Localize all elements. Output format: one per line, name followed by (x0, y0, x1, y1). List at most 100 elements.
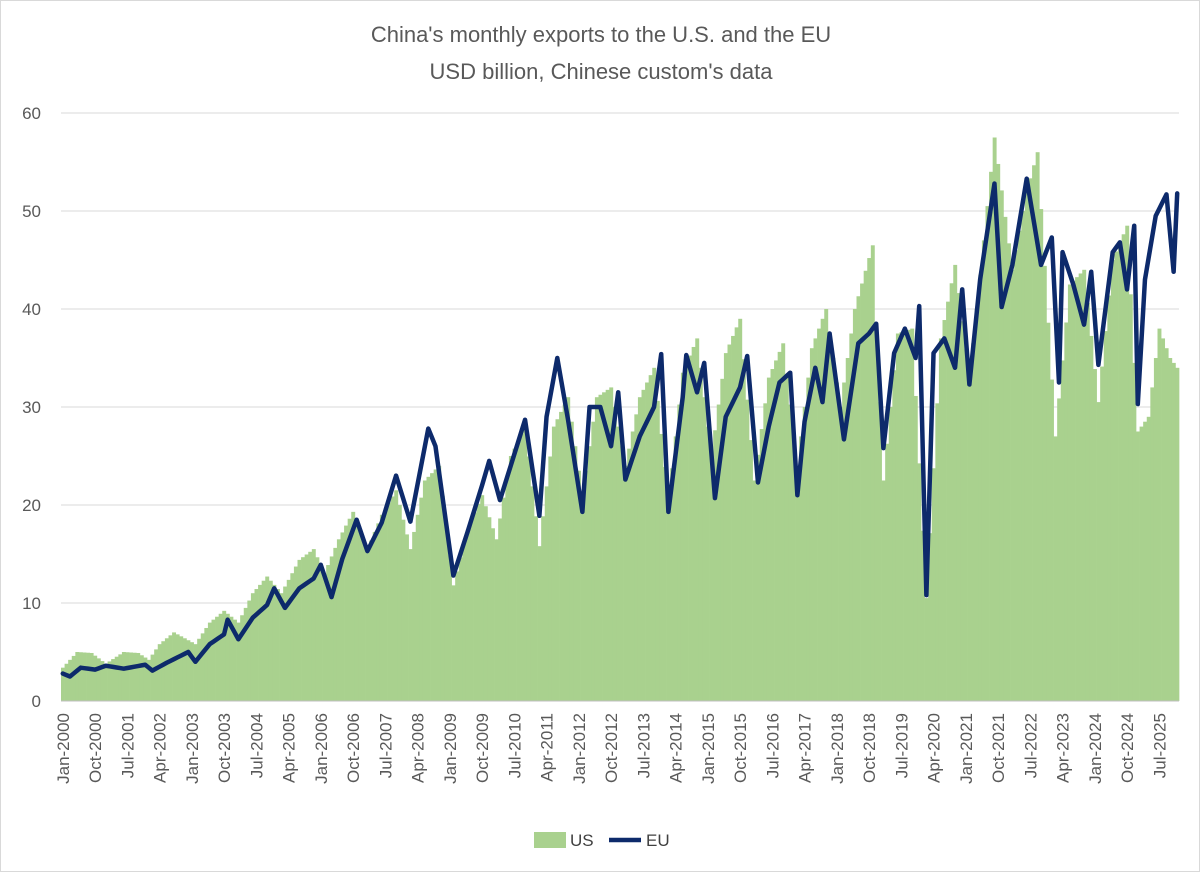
us-bar (283, 586, 288, 701)
us-bar (1017, 230, 1022, 701)
us-bar (759, 429, 764, 701)
us-bar (999, 190, 1004, 702)
us-bar (752, 480, 757, 701)
us-bar (372, 531, 377, 701)
us-bar (258, 584, 263, 701)
us-bar (444, 525, 449, 701)
us-bar (655, 400, 660, 701)
us-bar (476, 503, 481, 701)
us-bar (616, 426, 621, 701)
us-bar (154, 649, 159, 701)
us-bar (347, 518, 352, 701)
us-bar (989, 171, 994, 702)
us-bar (706, 426, 710, 701)
us-bar (799, 436, 804, 701)
us-bar (684, 364, 689, 701)
us-bar (408, 549, 413, 701)
us-bar (1089, 335, 1094, 701)
us-bar (569, 421, 574, 701)
y-tick-label: 50 (22, 202, 41, 221)
us-bar (319, 565, 323, 701)
x-tick-label: Jan-2009 (441, 713, 460, 784)
x-tick-label: Apr-2011 (538, 713, 557, 782)
us-bar (974, 309, 979, 701)
us-bar (1110, 260, 1115, 701)
us-bar (756, 454, 761, 701)
x-tick-label: Jul-2025 (1150, 713, 1169, 778)
us-bar (813, 338, 818, 701)
us-bar (978, 274, 983, 701)
us-bar (1064, 322, 1069, 701)
x-tick-label: Jul-2004 (247, 713, 266, 778)
us-bar (394, 490, 399, 701)
us-bar (878, 402, 882, 701)
us-bar (491, 528, 495, 701)
us-bar (591, 421, 596, 701)
y-tick-label: 30 (22, 398, 41, 417)
x-tick-label: Apr-2005 (280, 713, 299, 783)
x-tick-label: Oct-2024 (1118, 713, 1137, 783)
us-bar (365, 549, 370, 701)
us-bar (996, 163, 1001, 701)
us-bar (1171, 362, 1176, 701)
us-bar (827, 333, 832, 701)
us-bar (383, 508, 388, 701)
us-bar (250, 593, 255, 701)
us-bar (580, 495, 585, 701)
us-bar (1042, 265, 1047, 701)
us-bar (437, 465, 442, 701)
us-bar (308, 551, 313, 701)
us-bar (204, 627, 209, 701)
x-tick-label: Oct-2015 (731, 713, 750, 783)
x-tick-label: Apr-2002 (151, 713, 170, 783)
x-tick-label: Apr-2017 (796, 713, 815, 783)
x-tick-label: Jan-2015 (699, 713, 718, 784)
us-bar (197, 638, 202, 701)
us-bar (225, 613, 230, 701)
us-bar (985, 206, 990, 701)
us-bar (931, 468, 936, 701)
us-bar (1114, 251, 1119, 702)
us-bar (630, 431, 635, 701)
us-bar (605, 389, 610, 701)
us-bar (1082, 269, 1087, 701)
us-bar (480, 495, 485, 701)
us-bar (179, 636, 184, 701)
us-bar (78, 652, 83, 701)
us-bar (956, 293, 961, 701)
us-bar (910, 328, 915, 701)
us-bar (1128, 294, 1133, 701)
us-bar (917, 463, 922, 701)
us-bar (362, 539, 366, 701)
us-bar (494, 539, 499, 701)
us-bar (430, 473, 435, 701)
us-bar (641, 389, 646, 701)
us-bar (777, 351, 782, 701)
us-bar (1100, 366, 1105, 701)
us-bar (835, 382, 839, 701)
us-bar (1067, 284, 1072, 701)
us-bar (519, 433, 524, 701)
us-bar (161, 641, 166, 701)
us-bar (867, 258, 872, 701)
us-bar (322, 573, 327, 701)
us-bar (677, 404, 682, 701)
us-bar (1139, 426, 1144, 701)
us-bar (254, 589, 259, 701)
us-bar (218, 613, 223, 701)
us-bar (448, 555, 452, 701)
us-bar (1146, 416, 1151, 701)
us-bar (720, 378, 725, 701)
us-bar (265, 576, 270, 701)
us-bar (921, 530, 925, 701)
x-tick-label: Apr-2020 (925, 713, 944, 783)
us-bar (1118, 242, 1123, 701)
us-bar (512, 448, 517, 701)
x-tick-label: Jan-2012 (570, 713, 589, 784)
us-bar (1125, 225, 1130, 701)
us-bar (261, 580, 266, 701)
us-bar (1032, 165, 1037, 701)
y-tick-label: 0 (32, 692, 41, 711)
us-bar (501, 497, 506, 701)
